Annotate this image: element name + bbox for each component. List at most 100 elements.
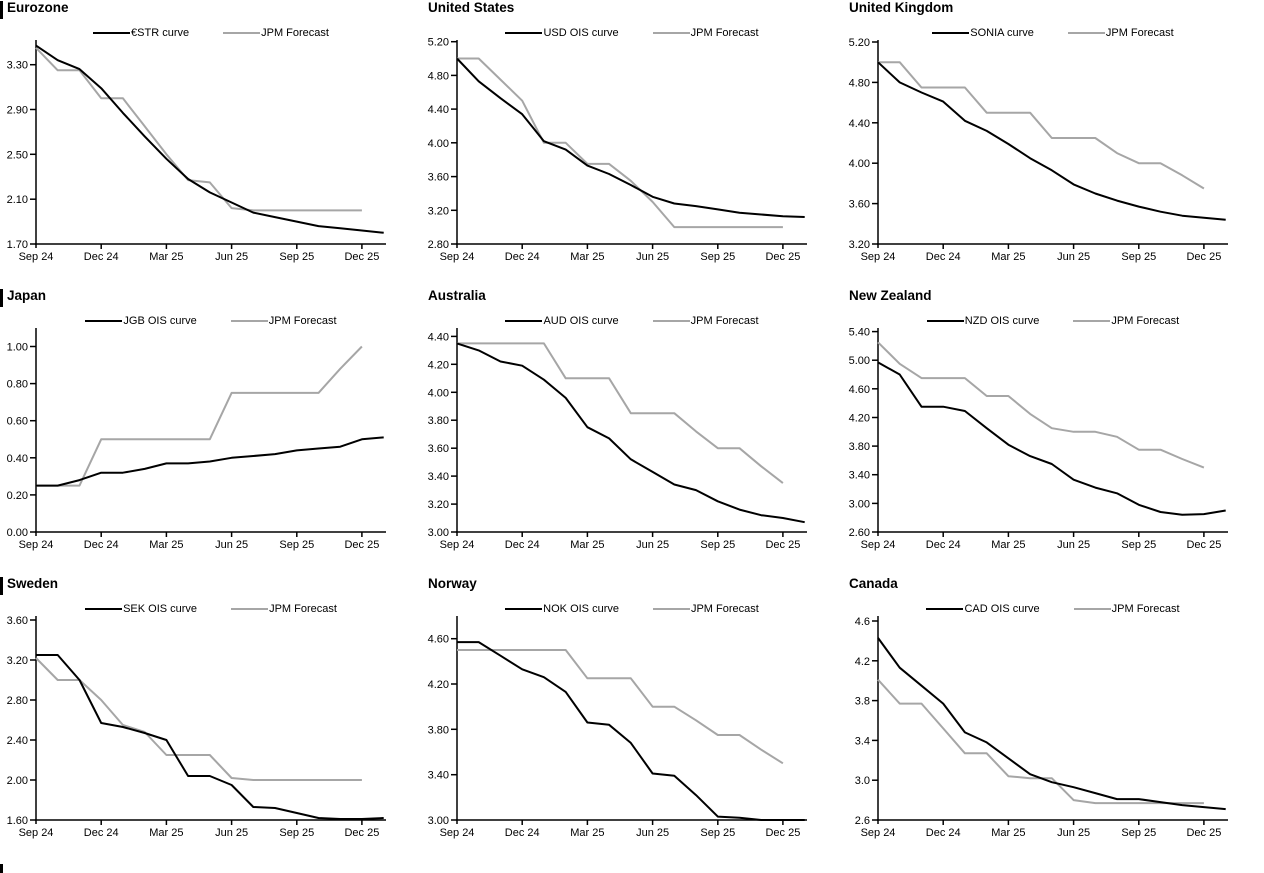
svg-text:2.6: 2.6 [855, 815, 870, 827]
svg-text:Jun 25: Jun 25 [1057, 827, 1090, 839]
chart-legend: SONIA curve JPM Forecast [878, 27, 1228, 39]
svg-text:3.20: 3.20 [7, 655, 28, 667]
chart-plot: 1.60 2.00 2.40 2.80 3.20 3.60 Sep 24 Dec 24 Mar … [7, 615, 386, 839]
legend-label-main: €STR curve [131, 27, 190, 39]
svg-text:3.4: 3.4 [855, 735, 870, 747]
chart-australia: Australia AUD OIS curve JPM Forecast 3.0… [421, 288, 842, 576]
svg-text:3.60: 3.60 [849, 199, 870, 211]
svg-text:4.00: 4.00 [849, 158, 870, 170]
section-marker-bar [0, 289, 3, 307]
svg-text:5.20: 5.20 [428, 37, 449, 49]
svg-text:2.00: 2.00 [7, 775, 28, 787]
svg-text:Sep 25: Sep 25 [279, 827, 314, 839]
svg-text:4.00: 4.00 [428, 387, 449, 399]
legend-line-main [93, 32, 131, 34]
svg-text:4.80: 4.80 [849, 77, 870, 89]
legend-label-forecast: JPM Forecast [690, 27, 759, 39]
svg-text:2.60: 2.60 [849, 527, 870, 539]
svg-text:Mar 25: Mar 25 [991, 539, 1025, 551]
svg-text:3.20: 3.20 [428, 499, 449, 511]
svg-text:Mar 25: Mar 25 [570, 539, 604, 551]
legend-label-main: NOK OIS curve [543, 603, 619, 615]
svg-text:3.40: 3.40 [849, 470, 870, 482]
legend-line-forecast [1073, 320, 1111, 322]
legend-line-forecast [1067, 32, 1105, 34]
svg-text:1.70: 1.70 [7, 239, 28, 251]
svg-text:Sep 25: Sep 25 [1121, 827, 1156, 839]
legend-line-forecast [652, 32, 690, 34]
svg-text:2.90: 2.90 [7, 105, 28, 117]
svg-text:0.60: 0.60 [7, 416, 28, 428]
svg-text:3.60: 3.60 [7, 615, 28, 627]
svg-text:5.20: 5.20 [849, 37, 870, 49]
svg-text:Sep 24: Sep 24 [861, 539, 896, 551]
chart-plot: 0.00 0.20 0.40 0.60 0.80 1.00 Sep 24 Dec 24 Mar … [7, 328, 386, 551]
svg-text:0.80: 0.80 [7, 379, 28, 391]
svg-text:Mar 25: Mar 25 [149, 251, 183, 263]
legend-line-forecast [652, 608, 690, 610]
svg-text:Dec 24: Dec 24 [84, 539, 119, 551]
chart-title: New Zealand [849, 288, 932, 303]
svg-text:5.00: 5.00 [849, 355, 870, 367]
svg-text:Dec 25: Dec 25 [765, 827, 800, 839]
svg-text:Sep 25: Sep 25 [279, 251, 314, 263]
chart-title: Canada [849, 576, 898, 591]
legend-line-main [926, 320, 964, 322]
svg-text:3.0: 3.0 [855, 775, 870, 787]
chart-title: Norway [428, 576, 477, 591]
chart-legend: SEK OIS curve JPM Forecast [36, 603, 386, 615]
legend-line-forecast [652, 320, 690, 322]
chart-eurozone: Eurozone €STR curve JPM Forecast 1.70 2.1… [0, 0, 421, 288]
svg-text:Jun 25: Jun 25 [1057, 539, 1090, 551]
legend-label-main: NZD OIS curve [964, 315, 1040, 327]
legend-line-forecast [223, 32, 261, 34]
svg-text:3.80: 3.80 [849, 441, 870, 453]
svg-text:4.20: 4.20 [849, 413, 870, 425]
chart-united-states: United States USD OIS curve JPM Forecast… [421, 0, 842, 288]
svg-text:4.60: 4.60 [849, 384, 870, 396]
legend-label-forecast: JPM Forecast [268, 315, 337, 327]
legend-line-forecast [230, 320, 268, 322]
svg-text:Jun 25: Jun 25 [215, 251, 248, 263]
svg-text:Dec 24: Dec 24 [505, 539, 540, 551]
chart-new-zealand: New Zealand NZD OIS curve JPM Forecast 2… [842, 288, 1263, 576]
svg-text:Jun 25: Jun 25 [636, 251, 669, 263]
svg-text:Sep 25: Sep 25 [700, 539, 735, 551]
svg-text:1.00: 1.00 [7, 342, 28, 354]
svg-text:3.20: 3.20 [849, 239, 870, 251]
svg-text:4.20: 4.20 [428, 679, 449, 691]
svg-text:3.00: 3.00 [428, 527, 449, 539]
svg-text:Dec 25: Dec 25 [1186, 251, 1221, 263]
svg-text:Dec 24: Dec 24 [505, 251, 540, 263]
svg-text:4.60: 4.60 [428, 634, 449, 646]
svg-text:3.8: 3.8 [855, 696, 870, 708]
svg-text:3.30: 3.30 [7, 60, 28, 72]
legend-line-forecast [1073, 608, 1111, 610]
legend-label-forecast: JPM Forecast [1111, 603, 1180, 615]
svg-text:Dec 25: Dec 25 [765, 539, 800, 551]
chart-title: Eurozone [7, 0, 69, 15]
legend-line-main [505, 608, 543, 610]
svg-text:3.80: 3.80 [428, 724, 449, 736]
legend-label-main: CAD OIS curve [964, 603, 1040, 615]
legend-label-main: SONIA curve [970, 27, 1034, 39]
chart-plot: 3.20 3.60 4.00 4.40 4.80 5.20 Sep 24 Dec 24 Mar … [849, 37, 1228, 263]
chart-plot: 3.00 3.20 3.40 3.60 3.80 4.00 4.20 4.40 Sep 24 De… [428, 328, 807, 551]
chart-sweden: Sweden SEK OIS curve JPM Forecast 1.60 2.… [0, 576, 421, 864]
svg-text:Sep 24: Sep 24 [19, 827, 54, 839]
svg-text:Sep 25: Sep 25 [700, 251, 735, 263]
svg-text:0.20: 0.20 [7, 490, 28, 502]
svg-text:2.10: 2.10 [7, 194, 28, 206]
chart-title: Australia [428, 288, 486, 303]
chart-legend: JGB OIS curve JPM Forecast [36, 315, 386, 327]
svg-text:Dec 24: Dec 24 [84, 827, 119, 839]
legend-line-forecast [231, 608, 269, 610]
svg-text:Jun 25: Jun 25 [636, 539, 669, 551]
svg-text:3.60: 3.60 [428, 443, 449, 455]
legend-label-forecast: JPM Forecast [261, 27, 329, 39]
svg-text:Sep 25: Sep 25 [700, 827, 735, 839]
svg-text:3.40: 3.40 [428, 770, 449, 782]
svg-text:Dec 24: Dec 24 [926, 539, 961, 551]
svg-text:0.40: 0.40 [7, 453, 28, 465]
